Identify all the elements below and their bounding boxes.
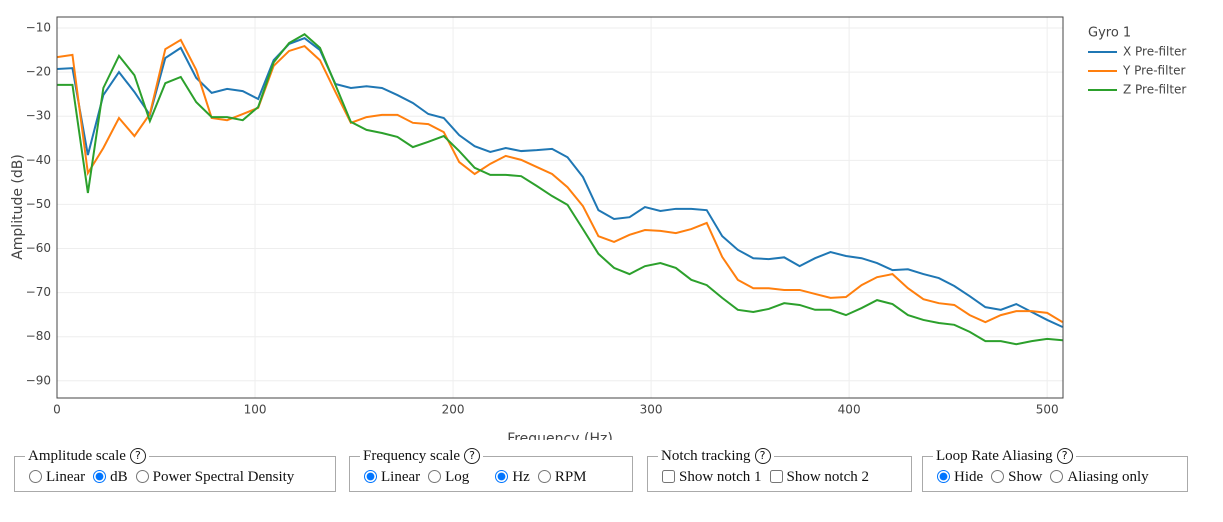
control-legend: Amplitude scale — [25, 448, 149, 465]
help-icon[interactable] — [464, 448, 481, 464]
help-icon[interactable] — [1056, 448, 1073, 464]
control-group: Notch tracking Show notch 1 Show notch 2 — [647, 448, 912, 492]
radio-button[interactable] — [93, 470, 107, 483]
legend-title: Gyro 1 — [1088, 26, 1131, 41]
x-axis-title: Frequency (Hz) — [507, 431, 613, 440]
option-group: Hz RPM — [491, 469, 590, 485]
option-label: Linear — [46, 469, 86, 485]
x-tick-label: 300 — [640, 403, 663, 417]
option[interactable]: Show notch 2 — [766, 469, 870, 485]
option-label: RPM — [554, 469, 587, 485]
option[interactable]: Linear — [360, 469, 420, 485]
y-tick-label: −10 — [26, 21, 51, 35]
option[interactable]: RPM — [534, 469, 587, 485]
option-label: Show notch 2 — [786, 469, 870, 485]
radio-button[interactable] — [991, 470, 1005, 483]
radio-button[interactable] — [29, 470, 42, 483]
option-label: Hide — [954, 469, 984, 485]
y-tick-label: −30 — [26, 109, 51, 123]
help-icon[interactable] — [129, 448, 146, 464]
checkbox[interactable] — [662, 470, 675, 483]
y-tick-label: −70 — [26, 285, 51, 299]
data-line — [57, 38, 1063, 324]
data-line — [57, 32, 1063, 346]
option[interactable]: Log — [424, 469, 469, 485]
checkbox[interactable] — [769, 470, 783, 483]
legend-label: X Pre-filter — [1123, 45, 1186, 59]
help-icon[interactable] — [754, 448, 771, 464]
option-label: Log — [445, 469, 470, 485]
option-label: Show — [1008, 469, 1043, 485]
data-line — [57, 37, 1063, 328]
radio-button[interactable] — [364, 470, 377, 483]
option[interactable]: Linear — [25, 469, 85, 485]
option[interactable]: Aliasing only — [1046, 469, 1149, 485]
option[interactable]: Show — [987, 469, 1042, 485]
radio-button[interactable] — [495, 470, 509, 483]
plot-frame — [56, 16, 1064, 399]
option-group: Hide Show Aliasing only — [933, 469, 1153, 485]
option-label: Hz — [512, 469, 530, 485]
y-tick-label: −80 — [26, 329, 51, 343]
y-tick-label: −60 — [26, 241, 51, 255]
option-group: Show notch 1 Show notch 2 — [658, 469, 873, 485]
control-legend: Frequency scale — [360, 448, 483, 465]
option-group: Linear dB Power Spectral Density — [25, 469, 298, 485]
control-legend-text: Frequency scale — [363, 448, 461, 464]
option[interactable]: Show notch 1 — [658, 469, 762, 485]
x-tick-label: 100 — [244, 403, 267, 417]
radio-button[interactable] — [135, 470, 149, 483]
control-group: Amplitude scale Linear dB Power Spectral De… — [14, 448, 336, 492]
option-label: Linear — [381, 469, 421, 485]
option-group: Linear Log — [360, 469, 473, 485]
option[interactable]: dB — [89, 469, 128, 485]
option-label: Aliasing only — [1067, 469, 1149, 485]
y-axis-title: Amplitude (dB) — [10, 154, 26, 260]
controls: Amplitude scale Linear dB Power Spectral De… — [0, 448, 1223, 518]
option[interactable]: Power Spectral Density — [132, 469, 295, 485]
y-tick-label: −90 — [26, 373, 51, 387]
option-label: Power Spectral Density — [152, 469, 295, 485]
radio-button[interactable] — [1050, 470, 1064, 483]
control-legend: Notch tracking — [658, 448, 774, 465]
option-label: dB — [110, 469, 128, 485]
option-label: Show notch 1 — [679, 469, 762, 485]
control-legend-text: Notch tracking — [661, 448, 751, 464]
control-legend: Loop Rate Aliasing — [933, 448, 1076, 465]
option[interactable]: Hide — [933, 469, 983, 485]
legend-label: Y Pre-filter — [1122, 64, 1186, 78]
control-group: Frequency scale Linear Log Hz RPM — [349, 448, 633, 492]
x-tick-label: 400 — [838, 403, 861, 417]
x-tick-label: 0 — [53, 403, 61, 417]
x-tick-label: 200 — [442, 403, 465, 417]
radio-button[interactable] — [428, 470, 442, 483]
y-tick-label: −20 — [26, 65, 51, 79]
control-legend-text: Amplitude scale — [28, 448, 126, 464]
chart: Frequency (Hz) Amplitude (dB) Gyro 1 −10… — [10, 16, 1186, 447]
radio-button[interactable] — [537, 470, 551, 483]
option[interactable]: Hz — [491, 469, 530, 485]
y-tick-label: −50 — [26, 197, 51, 211]
control-legend-text: Loop Rate Aliasing — [936, 448, 1053, 464]
radio-button[interactable] — [937, 470, 950, 483]
control-group: Loop Rate Aliasing Hide Show Aliasing only — [922, 448, 1188, 492]
legend-label: Z Pre-filter — [1123, 83, 1186, 97]
x-tick-label: 500 — [1036, 403, 1059, 417]
y-tick-label: −40 — [26, 153, 51, 167]
